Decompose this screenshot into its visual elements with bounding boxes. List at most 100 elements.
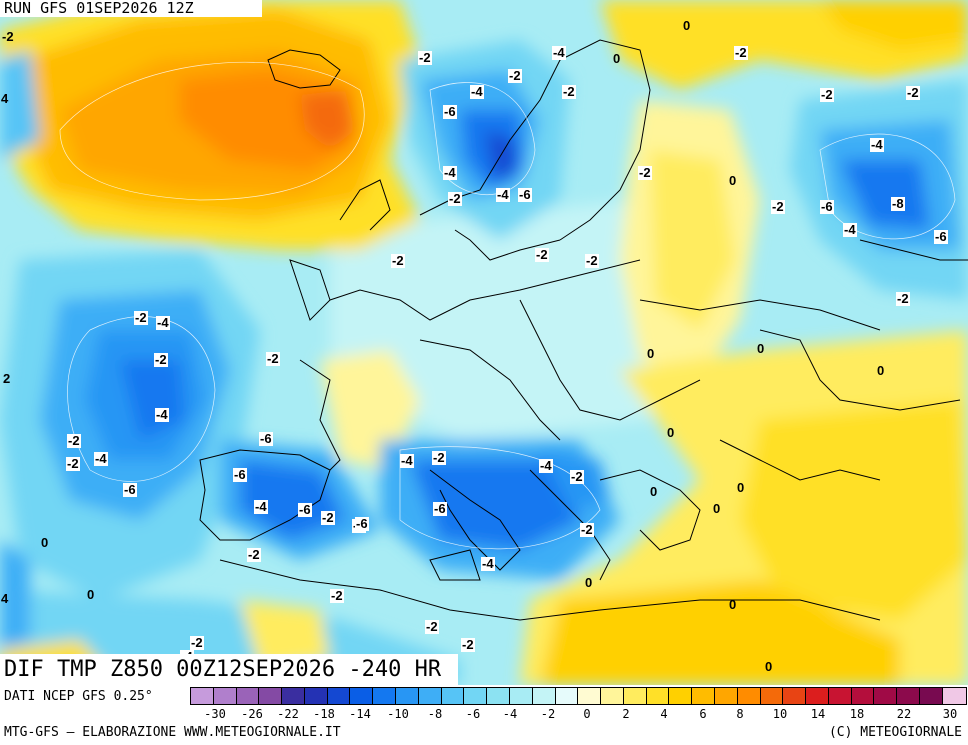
scale-tick-label: -2 [540, 707, 556, 721]
contour-label: -2 [134, 310, 148, 325]
scale-tick-label: -10 [387, 707, 409, 721]
contour-label: -2 [771, 199, 785, 214]
scale-tick-label: 14 [810, 707, 826, 721]
scale-swatch [304, 688, 328, 704]
contour-label: -4 [496, 187, 510, 202]
scale-swatch [874, 688, 898, 704]
contour-label: -2 [734, 45, 748, 60]
scale-swatch [282, 688, 305, 704]
scale-swatch [327, 688, 351, 704]
scale-tick-label: 8 [736, 707, 744, 721]
temperature-anomaly-map: -2 4 2 4 -2 -4 -2 -2 0 0 -2 -2 -2 -4 -6 -4 -2 -6 -4 -8 -6 -2 0… [0, 0, 968, 685]
contour-label: -6 [433, 501, 447, 516]
color-scale-ticks: -30 -26 -22 -18 -14 -10 -8 -6 -4 -2 0 2 4 6 8 10 14 18 22 3… [190, 707, 965, 721]
contour-label: -2 [66, 456, 80, 471]
run-label: RUN GFS 01SEP2026 12Z [0, 0, 262, 17]
scale-swatch [259, 688, 283, 704]
scale-tick-label: 2 [622, 707, 630, 721]
contour-label: -6 [298, 502, 312, 517]
contour-label: -2 [432, 450, 446, 465]
contour-label: -4 [539, 458, 553, 473]
scale-tick-label: 30 [942, 707, 958, 721]
contour-label: -4 [443, 165, 457, 180]
contour-label: -2 [321, 510, 335, 525]
scale-swatch [760, 688, 784, 704]
scale-tick-label: -18 [313, 707, 335, 721]
scale-swatch [396, 688, 419, 704]
contour-label: 4 [1, 91, 9, 106]
contour-label: -4 [254, 499, 268, 514]
contour-label: -4 [481, 556, 495, 571]
contour-label: 0 [667, 425, 675, 440]
contour-label: -2 [391, 253, 405, 268]
scale-swatch [623, 688, 647, 704]
scale-swatch [737, 688, 761, 704]
contour-label: 0 [585, 575, 593, 590]
credit-text: MTG-GFS – ELABORAZIONE WWW.METEOGIORNALE… [4, 725, 341, 740]
contour-label: 0 [613, 51, 621, 66]
scale-swatch [464, 688, 488, 704]
contour-label: -6 [443, 104, 457, 119]
scale-swatch [487, 688, 510, 704]
contour-label: -2 [448, 191, 462, 206]
scale-swatch [532, 688, 556, 704]
contour-label: 0 [729, 173, 737, 188]
scale-tick-label: 4 [660, 707, 668, 721]
scale-swatch [851, 688, 875, 704]
scale-swatch [509, 688, 533, 704]
scale-tick-label: -8 [427, 707, 443, 721]
contour-label: 0 [729, 597, 737, 612]
contour-label: 0 [713, 501, 721, 516]
contour-label: 0 [877, 363, 885, 378]
contour-label: -2 [67, 433, 81, 448]
contour-label: -6 [123, 482, 137, 497]
contour-label: -2 [585, 253, 599, 268]
map-canvas [0, 0, 968, 685]
contour-label: -2 [580, 522, 594, 537]
scale-swatch [555, 688, 579, 704]
contour-label: -2 [820, 87, 834, 102]
contour-label: -4 [400, 453, 414, 468]
scale-swatch [646, 688, 670, 704]
scale-swatch [418, 688, 442, 704]
contour-label: -2 [906, 85, 920, 100]
contour-label: 0 [647, 346, 655, 361]
scale-swatch [806, 688, 829, 704]
contour-label: 4 [1, 591, 9, 606]
contour-label: -2 [461, 637, 475, 652]
scale-swatch [714, 688, 738, 704]
contour-label: -2 [896, 291, 910, 306]
contour-label: 0 [737, 480, 745, 495]
contour-label: -4 [870, 137, 884, 152]
scale-swatch [669, 688, 693, 704]
contour-label: -4 [843, 222, 857, 237]
contour-label: -4 [156, 315, 170, 330]
contour-label: -6 [355, 516, 369, 531]
scale-tick-label: 18 [849, 707, 865, 721]
contour-label: -6 [820, 199, 834, 214]
contour-label: -2 [330, 588, 344, 603]
contour-label: -8 [891, 196, 905, 211]
contour-label: -2 [418, 50, 432, 65]
scale-tick-label: -6 [465, 707, 481, 721]
scale-tick-label: 10 [772, 707, 788, 721]
scale-swatch [578, 688, 602, 704]
scale-swatch [828, 688, 852, 704]
scale-tick-label: -26 [241, 707, 263, 721]
contour-label: -6 [518, 187, 532, 202]
scale-swatch [897, 688, 920, 704]
scale-tick-label: 22 [896, 707, 912, 721]
contour-label: 0 [683, 18, 691, 33]
scale-swatch [441, 688, 465, 704]
contour-label: -2 [2, 29, 14, 44]
contour-label: -2 [570, 469, 584, 484]
scale-swatch [783, 688, 807, 704]
scale-swatch [191, 688, 214, 704]
contour-label: -2 [190, 635, 204, 650]
contour-label: 2 [3, 371, 11, 386]
map-title: DIF TMP Z850 00Z12SEP2026 -240 HR [0, 654, 458, 685]
scale-tick-label: 6 [699, 707, 707, 721]
contour-label: -6 [934, 229, 948, 244]
isolines [59, 61, 956, 550]
scale-tick-label: 0 [583, 707, 591, 721]
